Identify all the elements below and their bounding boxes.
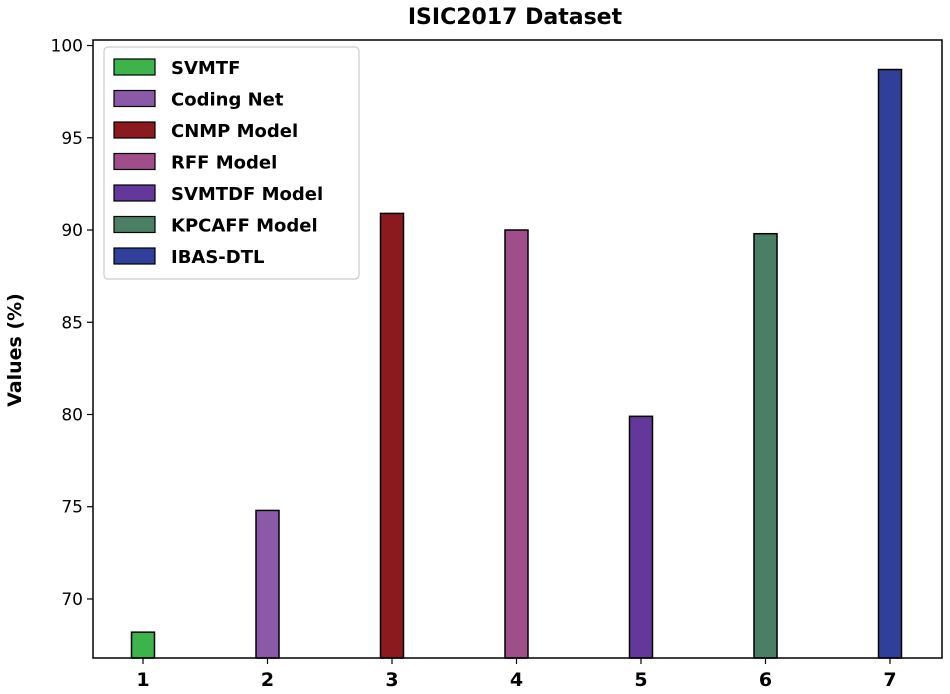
bars-group [130, 68, 903, 659]
legend-label: CNMP Model [171, 121, 298, 142]
chart-title: ISIC2017 Dataset [408, 5, 623, 30]
y-tick-label: 85 [61, 313, 83, 333]
x-ticks: 1 2 3 4 5 6 7 [136, 658, 897, 691]
x-tick-label: 5 [634, 669, 647, 691]
legend-label: SVMTF [171, 58, 240, 79]
bar-coding-net [255, 509, 280, 659]
legend-label: KPCAFF Model [171, 216, 318, 237]
y-tick-label: 80 [61, 405, 83, 425]
bar-svmtf [130, 631, 156, 659]
bar-svmtdf-model [628, 415, 654, 659]
legend-swatch [113, 215, 156, 234]
y-tick-label: 100 [51, 37, 83, 57]
legend-swatch [113, 152, 156, 171]
y-axis-label: Values (%) [4, 293, 26, 407]
x-tick-label: 2 [261, 669, 274, 691]
legend-label: RFF Model [171, 153, 277, 174]
y-tick-label: 75 [61, 498, 83, 518]
legend-label: SVMTDF Model [171, 184, 323, 205]
bar-ibas-dtl [877, 68, 903, 659]
legend-label: IBAS-DTL [171, 247, 264, 268]
legend-swatch [113, 121, 156, 139]
bar-kpcaff-model [753, 232, 778, 659]
y-tick-label: 95 [61, 129, 83, 149]
legend-swatch [113, 58, 156, 76]
bar-cnmp-model [379, 212, 405, 659]
plot-frame [92, 39, 943, 659]
legend: SVMTF Coding Net CNMP Model RFF Model SVMTDF… [103, 46, 360, 280]
legend-swatch [113, 89, 156, 108]
legend-swatch [113, 247, 156, 265]
x-tick-label: 6 [759, 669, 772, 691]
y-ticks: 70 75 80 85 90 95 100 [51, 37, 93, 610]
x-tick-label: 1 [136, 669, 149, 691]
bar-rff-model [504, 229, 529, 659]
x-tick-label: 4 [510, 669, 523, 691]
legend-box [103, 46, 360, 280]
x-tick-label: 3 [385, 669, 398, 691]
legend-label: Coding Net [171, 90, 284, 111]
legend-swatch [113, 184, 156, 202]
y-tick-label: 70 [61, 590, 83, 610]
y-tick-label: 90 [61, 221, 83, 241]
x-tick-label: 7 [883, 669, 896, 691]
